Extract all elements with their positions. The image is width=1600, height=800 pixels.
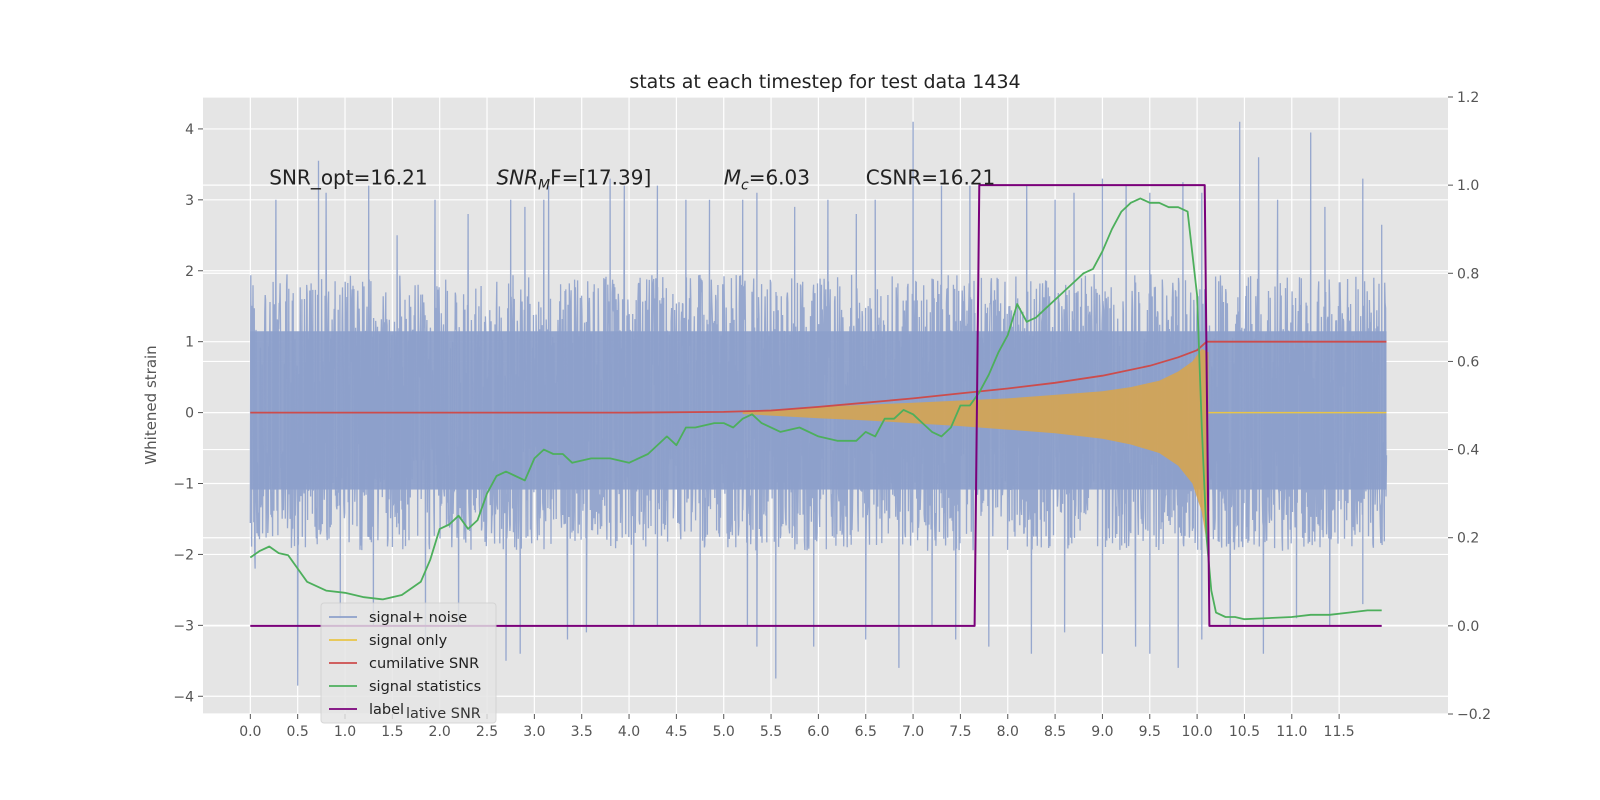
y-tick-label: 0 [185, 406, 194, 422]
x-tick-label: 8.5 [1044, 724, 1066, 740]
y-tick-label: −3 [173, 618, 194, 634]
x-tick-label: 7.0 [902, 724, 924, 740]
x-tick-label: 7.5 [949, 724, 971, 740]
x-tick-label: 0.5 [287, 724, 309, 740]
legend-label: signal+ noise [369, 610, 467, 626]
y-tick-label: −1 [173, 477, 194, 493]
y-tick-label: −2 [173, 547, 194, 563]
x-tick-label: 5.0 [713, 724, 735, 740]
x-tick-label: 5.5 [760, 724, 782, 740]
x-tick-label: 4.0 [618, 724, 640, 740]
x-tick-label: 0.0 [239, 724, 261, 740]
x-tick-label: 11.0 [1276, 724, 1307, 740]
y2-tick-label: 0.8 [1457, 266, 1479, 282]
x-tick-label: 1.0 [334, 724, 356, 740]
y-tick-label: 2 [185, 264, 194, 280]
legend-label: cumilative SNR [369, 656, 479, 672]
y2-tick-label: 0.6 [1457, 354, 1479, 370]
cumilative-snr-line [250, 340, 1387, 414]
annotation-subscript: M [538, 178, 550, 194]
x-tick-label: 1.5 [381, 724, 403, 740]
y2-tick-label: 0.2 [1457, 531, 1479, 547]
annotation-text: CSNR=16.21 [866, 166, 996, 190]
legend: lative SNR signal+ noise signal only cumila… [320, 602, 497, 724]
legend-label: signal statistics [369, 679, 481, 695]
annotation-rest: F=[17.39] [550, 166, 651, 190]
x-tick-label: 11.5 [1324, 724, 1355, 740]
x-tick-label: 2.0 [429, 724, 451, 740]
x-tick-label: 3.0 [523, 724, 545, 740]
x-tick-label: 8.0 [997, 724, 1019, 740]
annotation-base: M [724, 166, 741, 190]
label-line [250, 184, 1382, 627]
x-tick-label: 2.5 [476, 724, 498, 740]
annotation-text: Mc=6.03 [724, 166, 810, 194]
y-tick-label: 4 [185, 122, 194, 138]
y-axis-label: Whitened strain [142, 345, 160, 464]
x-tick-label: 10.0 [1182, 724, 1213, 740]
y2-tick-label: 1.2 [1457, 90, 1479, 106]
annotation-rest: =6.03 [749, 166, 810, 190]
y-tick-label: −4 [173, 689, 194, 705]
legend-label: signal only [369, 633, 448, 649]
x-tick-label: 9.5 [1139, 724, 1161, 740]
annotation-subscript: c [741, 178, 749, 194]
x-tick-label: 9.0 [1091, 724, 1113, 740]
series-layer [249, 121, 1388, 686]
x-tick-label: 10.5 [1229, 724, 1260, 740]
annotations: SNR_opt=16.21 SNRMF=[17.39] Mc=6.03 CSNR=16… [269, 166, 995, 194]
y-tick-label: 1 [185, 335, 194, 351]
annotation-base: SNR [496, 166, 538, 190]
legend-box [320, 602, 497, 724]
legend-ghost-text: lative SNR [406, 706, 481, 722]
x-tick-label: 3.5 [571, 724, 593, 740]
y2-tick-label: 1.0 [1457, 178, 1479, 194]
x-tick-label: 6.5 [855, 724, 877, 740]
legend-label: label [369, 702, 404, 718]
annotation-text: SNR_opt=16.21 [269, 166, 427, 190]
x-tick-label: 6.0 [807, 724, 829, 740]
signal-only-area [742, 348, 1209, 555]
y2-tick-label: −0.2 [1457, 707, 1491, 723]
chart-title: stats at each timestep for test data 143… [629, 71, 1020, 93]
y2-tick-label: 0.0 [1457, 619, 1479, 635]
signal-statistics-line [249, 197, 1382, 621]
axes: 0.0 0.5 1.0 1.5 2.0 2.5 3.0 3.5 4.0 4.5 5.0 5.5 6.0 6… [173, 90, 1491, 740]
y-tick-label: 3 [185, 193, 194, 209]
x-tick-label: 4.5 [665, 724, 687, 740]
y2-tick-label: 0.4 [1457, 443, 1479, 459]
annotation-text: SNRMF=[17.39] [496, 166, 651, 194]
